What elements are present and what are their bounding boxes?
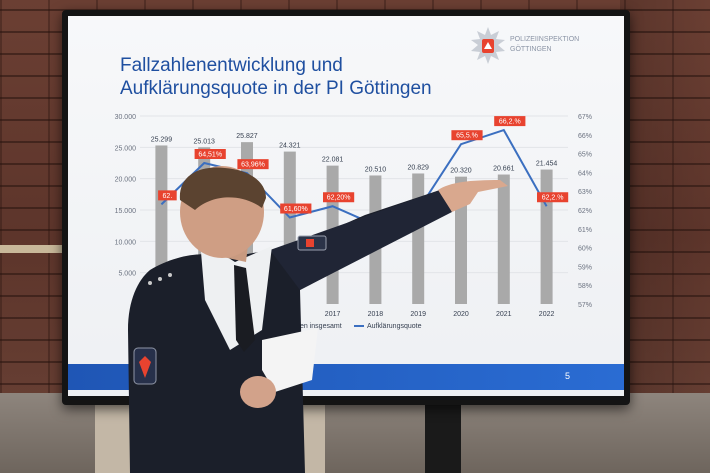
y-right-tick-label: 64% (578, 170, 592, 177)
rate-label-box (158, 190, 177, 201)
rate-label: 65,5.% (456, 133, 478, 140)
hair (179, 167, 266, 210)
y-right-tick-label: 65% (578, 152, 592, 159)
epaulette-star-icon (168, 273, 172, 277)
chart-bar (540, 169, 553, 304)
pointing-hand (438, 180, 508, 212)
rate-label: 62. (163, 193, 173, 200)
rate-label: 63,96% (241, 162, 265, 169)
rate-label-box (237, 159, 269, 170)
bar-value-label: 25.827 (236, 133, 258, 140)
rate-label: 64,51% (198, 152, 222, 159)
y-left-tick-label: 5.000 (118, 271, 136, 278)
rate-label: 62,2.% (542, 195, 564, 202)
wall-ledge (0, 245, 68, 253)
paper-sheets (262, 328, 318, 392)
rate-label: 62,20% (327, 195, 351, 202)
epaulette-star-icon (158, 277, 162, 281)
y-left-tick-label: 25.000 (115, 145, 137, 152)
x-tick-label: 2019 (410, 311, 426, 318)
monitor-stand (425, 400, 461, 473)
rate-label: 61,60% (284, 206, 308, 213)
legend-bars-label: en insgesamt (300, 323, 342, 330)
bar-value-label: 21.454 (536, 161, 558, 168)
org-line-1: POLIZEIINSPEKTION (510, 36, 580, 43)
y-right-tick-label: 57% (578, 302, 592, 309)
legend-line-label: Aufklärungsquote (367, 323, 422, 330)
y-right-tick-label: 63% (578, 189, 592, 196)
rate-label-box (537, 192, 569, 203)
org-line-2: GÖTTINGEN (510, 46, 552, 53)
y-right-tick-label: 58% (578, 283, 592, 290)
bar-value-label: 20.829 (407, 164, 429, 171)
y-right-tick-label: 60% (578, 246, 592, 253)
bar-value-label: 25.013 (193, 138, 215, 145)
police-star-logo-icon (471, 27, 505, 64)
rate-label-box (494, 116, 526, 127)
rate-label-box (194, 149, 226, 159)
x-tick-label: 2020 (453, 311, 469, 318)
y-left-tick-label: 10.000 (115, 239, 137, 246)
x-tick-label: 2018 (368, 311, 384, 318)
page-number: 5 (564, 371, 570, 381)
x-tick-label: 2022 (539, 311, 555, 318)
bar-value-label: 24.321 (279, 143, 301, 150)
x-tick-label: 2017 (325, 311, 341, 318)
rate-label-box (280, 203, 312, 214)
y-right-tick-label: 67% (578, 114, 592, 121)
y-right-tick-label: 62% (578, 208, 592, 215)
epaulette-star-icon (148, 281, 152, 285)
presentation-screen: Fallzahlenentwicklung und Aufklärungsquo… (68, 16, 624, 396)
left-hand (240, 376, 276, 408)
bar-value-label: 20.510 (365, 166, 387, 173)
y-left-tick-label: 30.000 (115, 114, 137, 121)
y-right-tick-label: 66% (578, 133, 592, 140)
slide-title: Fallzahlenentwicklung und Aufklärungsquo… (120, 54, 480, 100)
y-right-tick-label: 59% (578, 264, 592, 271)
bar-value-label: 20.320 (450, 168, 472, 175)
y-right-tick-label: 61% (578, 227, 592, 234)
black-tie (234, 265, 255, 352)
bar-value-label: 20.661 (493, 166, 515, 173)
organisation-name: POLIZEIINSPEKTION GÖTTINGEN (510, 35, 579, 55)
x-tick-label: 2021 (496, 311, 512, 318)
y-left-tick-label: 20.000 (115, 177, 137, 184)
arm-patch-icon (306, 239, 314, 247)
rate-label: 66,2.% (499, 119, 521, 126)
slide-title-line-2: Aufklärungsquote in der PI Göttingen (120, 78, 432, 99)
slide-title-line-1: Fallzahlenentwicklung und (120, 55, 343, 76)
bar-value-label: 25.299 (151, 136, 173, 143)
patch-shield-icon (139, 356, 151, 378)
bar-value-label: 22.081 (322, 157, 344, 164)
rate-label-box (451, 130, 483, 141)
uniform-sleeve (270, 190, 452, 290)
rate-label-box (323, 192, 355, 203)
chart-bar (497, 174, 510, 304)
y-left-tick-label: 15.000 (115, 208, 137, 215)
